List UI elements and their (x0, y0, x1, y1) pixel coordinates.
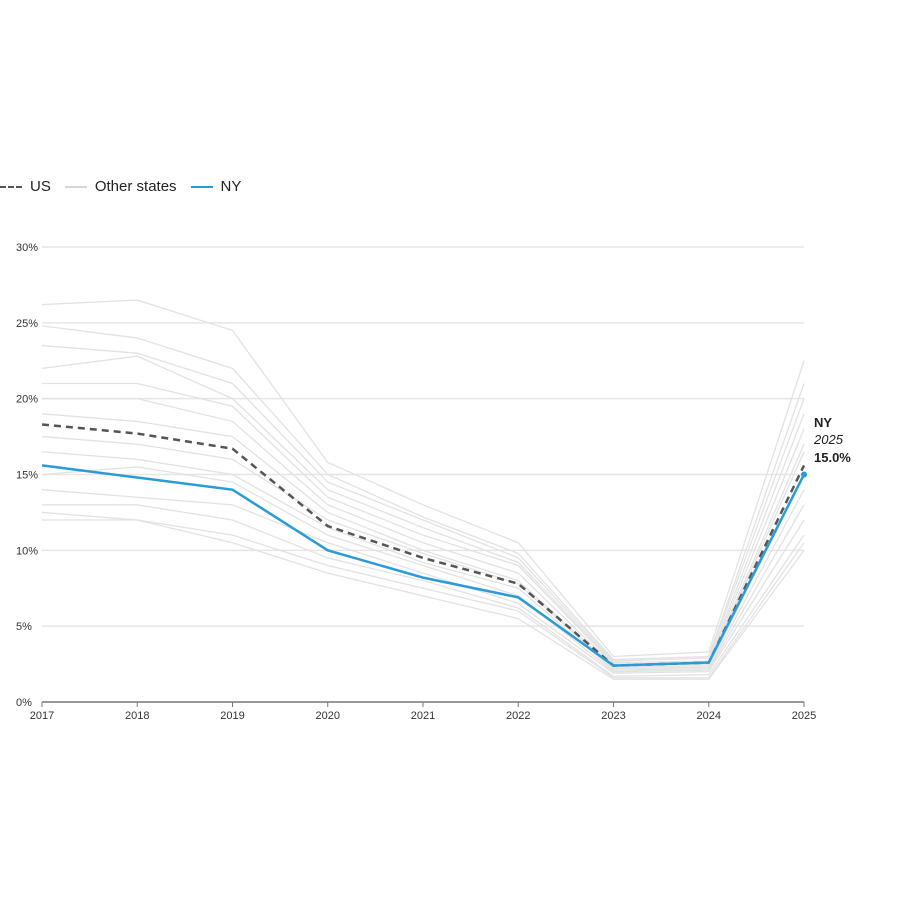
ny-line (41, 464, 806, 667)
legend-item-other-states: Other states (64, 178, 177, 195)
other-state-line (42, 504, 805, 677)
other-state-line (41, 355, 805, 664)
other-state-line (41, 325, 805, 661)
us-line (41, 423, 806, 667)
ny-annotation: NY 2025 15.0% (813, 415, 851, 465)
other-state-line (41, 489, 805, 674)
y-tick-label: 20% (16, 394, 38, 406)
legend-label: US (30, 178, 51, 195)
legend: US Other states NY (0, 178, 255, 195)
legend-item-us: US (0, 178, 51, 195)
y-tick-label: 10% (16, 545, 38, 557)
other-state-line (41, 466, 805, 673)
x-tick-label: 2022 (506, 710, 530, 722)
legend-item-ny: NY (190, 178, 242, 195)
x-tick-label: 2024 (697, 710, 721, 722)
y-tick-label: 15% (16, 470, 38, 482)
other-state-line (41, 344, 805, 662)
x-tick-label: 2017 (30, 710, 54, 722)
legend-swatch (190, 185, 213, 188)
x-tick-label: 2023 (601, 710, 625, 722)
legend-label: Other states (94, 178, 177, 195)
other-state-line (42, 382, 805, 665)
annotation-title: NY (814, 415, 832, 430)
y-tick-label: 25% (16, 318, 38, 330)
annotation-value: 15.0% (814, 450, 851, 465)
other-state-line (41, 511, 805, 679)
y-tick-label: 5% (16, 621, 32, 633)
other-state-line (42, 519, 805, 680)
annotation-year: 2025 (813, 432, 844, 447)
x-tick-label: 2020 (316, 710, 340, 722)
y-tick-label: 0% (16, 697, 32, 709)
legend-swatch (0, 185, 22, 188)
other-state-line (41, 413, 805, 668)
x-tick-label: 2019 (220, 710, 244, 722)
other-state-line (41, 299, 805, 658)
legend-label: NY (220, 178, 242, 195)
y-tick-label: 30% (16, 242, 38, 254)
other-state-line (41, 435, 805, 670)
ny-endpoint (801, 471, 807, 478)
x-tick-label: 2025 (792, 710, 816, 722)
x-tick-label: 2018 (125, 710, 149, 722)
x-tick-label: 2021 (411, 710, 435, 722)
other-state-line (41, 451, 805, 671)
legend-swatch (64, 185, 87, 188)
